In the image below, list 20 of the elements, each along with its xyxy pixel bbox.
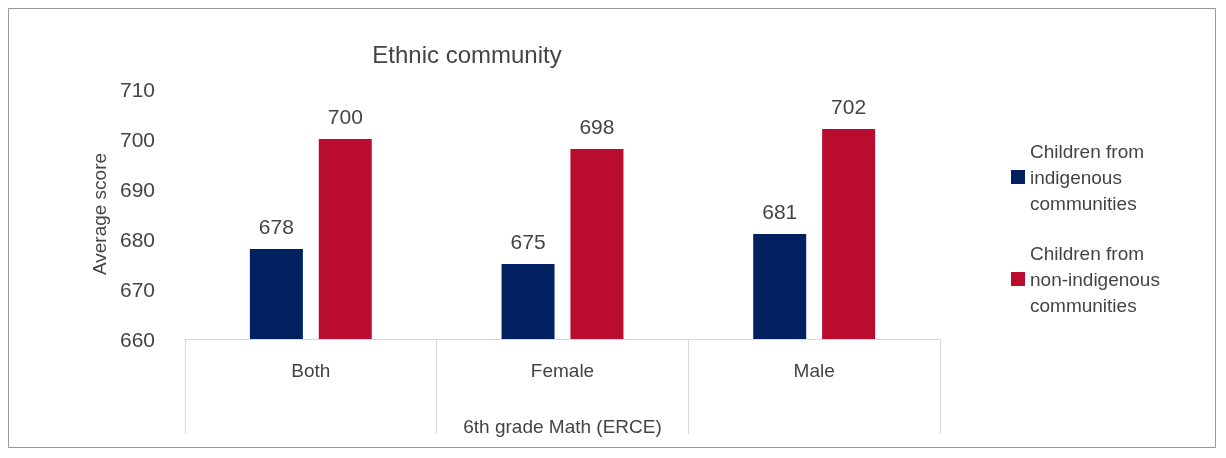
data-label: 681 [762,200,798,223]
y-tick-label: 680 [119,227,155,251]
data-label: 675 [510,230,546,253]
y-tick-label: 700 [119,127,155,151]
data-label: 700 [327,105,363,128]
legend-label: Children from non-indigenous communities [1030,242,1166,316]
data-label: 698 [579,115,615,138]
x-tick-label: Male [793,360,835,381]
y-axis-title: Average score [89,152,111,276]
y-tick-label: 670 [119,277,155,301]
x-tick-label: Female [530,360,595,381]
data-label: 678 [258,215,294,238]
y-tick-label: 710 [119,77,155,101]
x-tick-label: Both [291,360,331,381]
x-axis-title: 6th grade Math (ERCE) [463,416,662,437]
data-label: 702 [831,95,867,118]
legend-label: Children from indigenous communities [1030,140,1150,214]
y-tick-label: 690 [119,177,155,201]
y-tick-label: 660 [119,327,155,351]
chart-title: Ethnic community [372,40,562,68]
